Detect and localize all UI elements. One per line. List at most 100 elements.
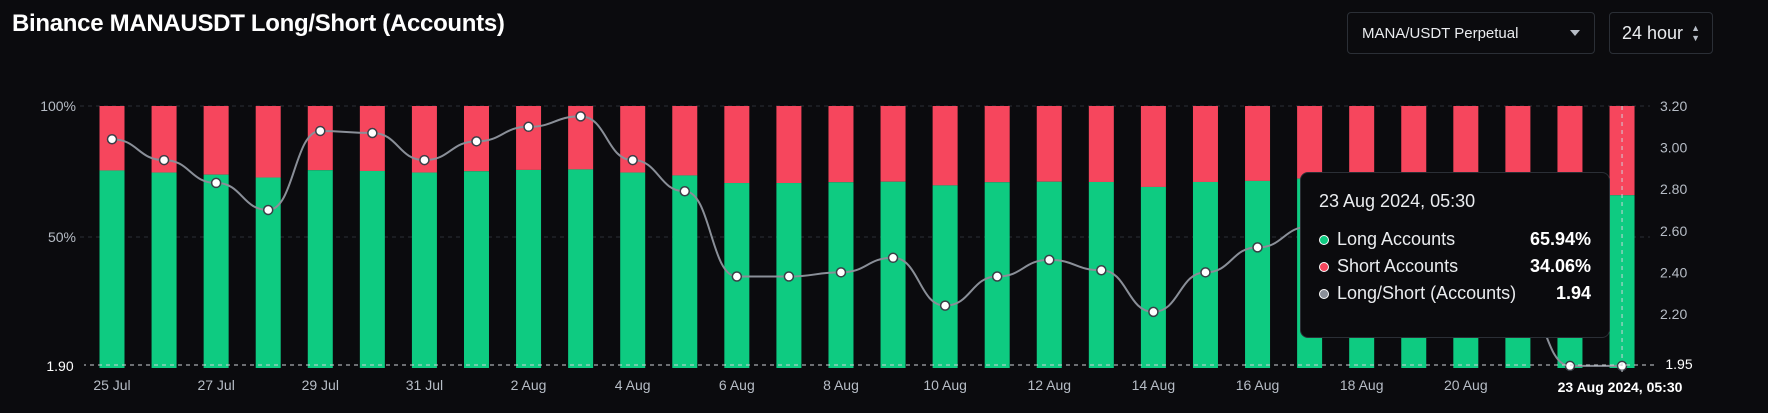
ratio-point xyxy=(887,252,899,264)
short-bar xyxy=(984,106,1010,183)
short-bar xyxy=(776,106,802,184)
ratio-point xyxy=(210,177,222,189)
y-right-tick-label: 2.20 xyxy=(1660,306,1687,322)
ratio-point xyxy=(731,271,743,282)
ratio-point xyxy=(1148,306,1159,318)
x-tick-label: 14 Aug xyxy=(1132,377,1176,393)
ratio-point xyxy=(315,125,326,137)
period-select-value: 24 hour xyxy=(1622,22,1684,43)
ratio-point xyxy=(523,121,534,133)
sort-arrows-icon: ▲ ▼ xyxy=(1691,23,1700,43)
long-bar xyxy=(463,171,489,368)
tooltip-row-long: Long Accounts 65.94% xyxy=(1319,226,1591,253)
x-tick-label: 4 Aug xyxy=(615,377,651,393)
y-right-tick-label: 2.80 xyxy=(1660,181,1687,197)
short-dot-icon xyxy=(1319,261,1329,272)
ratio-point xyxy=(1252,242,1263,253)
short-bar xyxy=(307,106,333,171)
ratio-point xyxy=(1096,265,1107,276)
long-bar xyxy=(568,169,594,368)
long-bar xyxy=(359,170,385,368)
ratio-point xyxy=(835,267,847,278)
ratio-point xyxy=(471,136,482,147)
x-tick-label: 29 Jul xyxy=(302,377,339,393)
ratio-point xyxy=(1200,267,1211,278)
ratio-point xyxy=(1044,254,1055,266)
symbol-select-value: MANA/USDT Perpetual xyxy=(1362,24,1519,42)
tooltip-value: 1.94 xyxy=(1555,283,1591,303)
tooltip-row-short: Short Accounts 34.06% xyxy=(1319,253,1591,280)
y-left-tick-label: 100% xyxy=(40,98,76,114)
x-tick-label: 10 Aug xyxy=(923,377,967,393)
page-title: Binance MANAUSDT Long/Short (Accounts) xyxy=(12,10,505,37)
x-tick-label: 18 Aug xyxy=(1340,377,1384,393)
short-bar xyxy=(1088,106,1114,182)
tooltip-date: 23 Aug 2024, 05:30 xyxy=(1319,191,1476,211)
long-bar xyxy=(203,174,229,368)
long-bar xyxy=(1036,181,1062,368)
ratio-point xyxy=(679,186,691,197)
short-bar xyxy=(932,106,958,186)
x-tick-label: 27 Jul xyxy=(197,377,234,393)
long-bar xyxy=(620,172,646,368)
short-bar xyxy=(828,106,854,183)
tooltip-label: Short Accounts xyxy=(1337,256,1459,276)
x-tick-label: 31 Jul xyxy=(406,377,443,393)
long-bar xyxy=(672,175,698,368)
short-bar xyxy=(724,106,750,184)
ratio-point xyxy=(262,204,274,216)
x-tick-label: 20 Aug xyxy=(1444,377,1488,393)
x-tick-label: 16 Aug xyxy=(1236,377,1280,393)
short-bar xyxy=(1036,106,1062,182)
ratio-point xyxy=(783,271,795,282)
ratio-point xyxy=(1564,360,1576,372)
long-bar xyxy=(151,172,177,368)
long-bar xyxy=(1140,186,1166,368)
tooltip-label: Long/Short (Accounts) xyxy=(1337,283,1517,303)
tooltip-row-ratio: Long/Short (Accounts) 1.94 xyxy=(1319,280,1591,307)
y-left-tick-label: 50% xyxy=(48,229,76,245)
period-select[interactable]: 24 hour ▲ ▼ xyxy=(1609,12,1713,54)
ratio-point xyxy=(158,154,170,166)
crosshair-right-label: 1.95 xyxy=(1655,353,1703,375)
long-bar xyxy=(880,181,906,368)
long-bar xyxy=(932,185,958,368)
short-bar xyxy=(516,106,542,170)
long-bar xyxy=(411,172,437,368)
short-bar xyxy=(880,106,906,182)
y-right-tick-label: 3.00 xyxy=(1660,140,1687,156)
ratio-point xyxy=(991,271,1003,282)
x-tick-label: 8 Aug xyxy=(823,377,859,393)
tooltip-label: Long Accounts xyxy=(1337,229,1456,249)
ratio-point xyxy=(419,154,430,166)
caret-down-icon xyxy=(1570,30,1580,36)
tooltip-value: 65.94% xyxy=(1529,229,1591,249)
short-bar xyxy=(203,106,229,175)
tooltip-value: 34.06% xyxy=(1529,256,1591,276)
short-bar xyxy=(1401,106,1427,179)
ratio-point xyxy=(627,154,638,166)
long-dot-icon xyxy=(1319,234,1329,245)
y-right-tick-label: 2.60 xyxy=(1660,223,1687,239)
ratio-dot-icon xyxy=(1319,288,1329,299)
crosshair-x-label: 23 Aug 2024, 05:30 xyxy=(1552,374,1688,400)
x-tick-label: 12 Aug xyxy=(1027,377,1071,393)
ratio-point xyxy=(106,134,118,145)
x-tick-label: 6 Aug xyxy=(719,377,755,393)
ratio-point xyxy=(367,127,378,139)
crosshair-left-label: 1.90 xyxy=(36,355,84,377)
x-tick-label: 25 Jul xyxy=(93,377,130,393)
ratio-point xyxy=(939,300,951,311)
symbol-select[interactable]: MANA/USDT Perpetual xyxy=(1347,12,1595,54)
short-bar xyxy=(1557,106,1583,178)
short-bar xyxy=(1349,106,1375,180)
short-bar xyxy=(255,106,281,178)
short-bar xyxy=(672,106,698,176)
long-bar xyxy=(1245,180,1271,368)
long-bar xyxy=(307,170,333,368)
short-bar xyxy=(1140,106,1166,187)
short-bar xyxy=(359,106,385,171)
short-bar xyxy=(1505,106,1531,175)
y-right-tick-label: 2.40 xyxy=(1660,264,1687,280)
